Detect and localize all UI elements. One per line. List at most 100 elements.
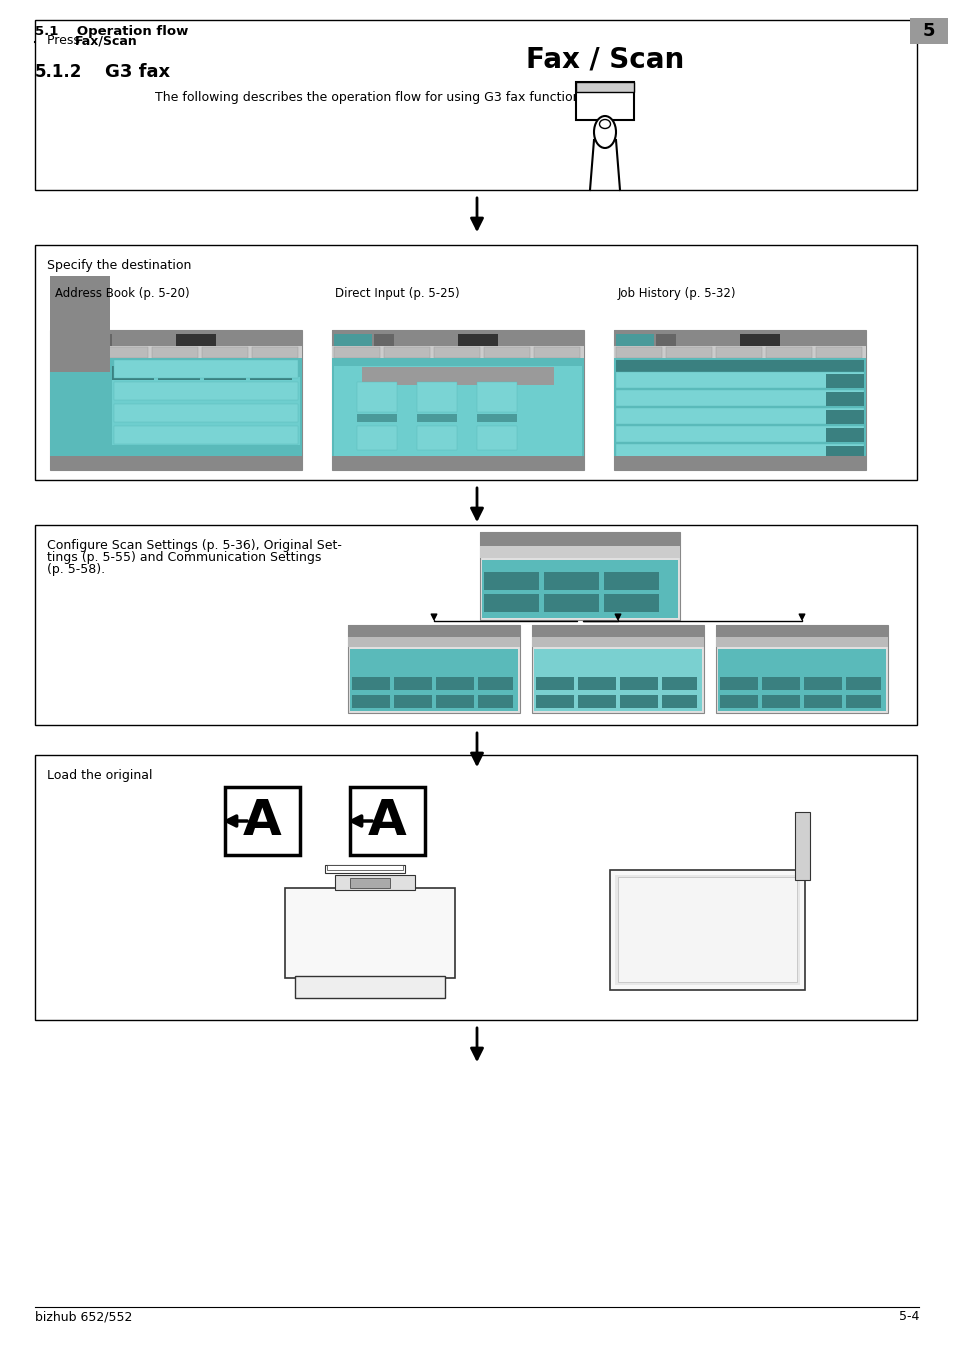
- Bar: [825, 428, 863, 441]
- Bar: [350, 649, 517, 711]
- Bar: [348, 625, 519, 637]
- Bar: [720, 695, 758, 707]
- Bar: [479, 532, 679, 620]
- Bar: [35, 20, 916, 190]
- Bar: [112, 366, 153, 379]
- Text: Address Book (p. 5-20): Address Book (p. 5-20): [55, 288, 190, 300]
- Bar: [578, 676, 616, 690]
- Bar: [325, 865, 405, 873]
- Bar: [394, 676, 432, 690]
- Bar: [361, 367, 554, 385]
- Bar: [285, 888, 455, 977]
- Bar: [576, 82, 634, 120]
- Bar: [91, 333, 112, 346]
- Bar: [334, 366, 581, 458]
- Bar: [152, 347, 198, 358]
- Bar: [614, 329, 865, 470]
- Bar: [348, 625, 519, 713]
- Text: Direct Input (p. 5-25): Direct Input (p. 5-25): [335, 288, 459, 300]
- Bar: [716, 625, 887, 637]
- Bar: [534, 649, 701, 711]
- Bar: [350, 878, 390, 888]
- Bar: [614, 346, 865, 358]
- Bar: [616, 347, 661, 358]
- Bar: [609, 869, 804, 990]
- Bar: [665, 347, 711, 358]
- Bar: [615, 875, 800, 986]
- Bar: [113, 382, 297, 400]
- Bar: [718, 649, 885, 711]
- Text: Fax / Scan: Fax / Scan: [525, 45, 683, 73]
- Bar: [761, 695, 800, 707]
- Bar: [603, 572, 659, 590]
- Text: (p. 5-58).: (p. 5-58).: [47, 563, 105, 576]
- Text: 5.1    Operation flow: 5.1 Operation flow: [35, 26, 188, 39]
- Bar: [825, 374, 863, 387]
- Bar: [765, 347, 811, 358]
- Bar: [536, 695, 574, 707]
- Bar: [334, 333, 372, 346]
- Bar: [616, 390, 863, 406]
- Bar: [716, 637, 887, 647]
- Bar: [35, 755, 916, 1021]
- Bar: [50, 329, 302, 470]
- Bar: [616, 333, 654, 346]
- Bar: [479, 545, 679, 558]
- Bar: [661, 676, 697, 690]
- Bar: [616, 427, 863, 441]
- Bar: [416, 414, 456, 423]
- Bar: [576, 82, 634, 92]
- Bar: [250, 366, 292, 379]
- Bar: [603, 594, 659, 612]
- Bar: [616, 360, 863, 373]
- Bar: [332, 456, 583, 470]
- Bar: [50, 329, 302, 346]
- Bar: [113, 404, 297, 423]
- Text: Specify the destination: Specify the destination: [47, 259, 192, 271]
- Bar: [332, 346, 583, 358]
- Bar: [113, 427, 297, 444]
- Bar: [616, 373, 863, 387]
- Bar: [335, 875, 415, 890]
- Bar: [483, 594, 538, 612]
- Bar: [202, 347, 248, 358]
- Bar: [794, 811, 809, 880]
- Bar: [614, 456, 865, 470]
- Bar: [716, 625, 887, 713]
- Bar: [477, 695, 513, 707]
- Bar: [532, 625, 703, 713]
- Polygon shape: [285, 863, 450, 890]
- Bar: [374, 333, 394, 346]
- Bar: [534, 347, 579, 358]
- Bar: [536, 676, 574, 690]
- Bar: [348, 637, 519, 647]
- Text: bizhub 652/552: bizhub 652/552: [35, 1311, 132, 1323]
- Bar: [416, 427, 456, 450]
- Bar: [815, 347, 862, 358]
- Text: Fax/Scan: Fax/Scan: [75, 34, 137, 47]
- Bar: [350, 787, 424, 855]
- Bar: [578, 695, 616, 707]
- Bar: [532, 637, 703, 647]
- Bar: [434, 347, 479, 358]
- Bar: [327, 865, 402, 869]
- Bar: [332, 329, 583, 470]
- Bar: [204, 366, 246, 379]
- Text: 5-4: 5-4: [898, 1311, 918, 1323]
- Bar: [483, 572, 538, 590]
- Bar: [294, 976, 444, 998]
- Text: 5: 5: [922, 22, 934, 40]
- Bar: [334, 347, 379, 358]
- Bar: [614, 358, 865, 456]
- Bar: [356, 414, 396, 423]
- Bar: [175, 333, 215, 346]
- Text: 5.1.2: 5.1.2: [35, 63, 82, 81]
- Bar: [436, 676, 474, 690]
- Bar: [479, 532, 679, 545]
- Bar: [803, 676, 841, 690]
- Bar: [113, 360, 297, 378]
- Bar: [394, 695, 432, 707]
- Bar: [252, 347, 297, 358]
- Bar: [476, 382, 517, 412]
- Bar: [825, 392, 863, 406]
